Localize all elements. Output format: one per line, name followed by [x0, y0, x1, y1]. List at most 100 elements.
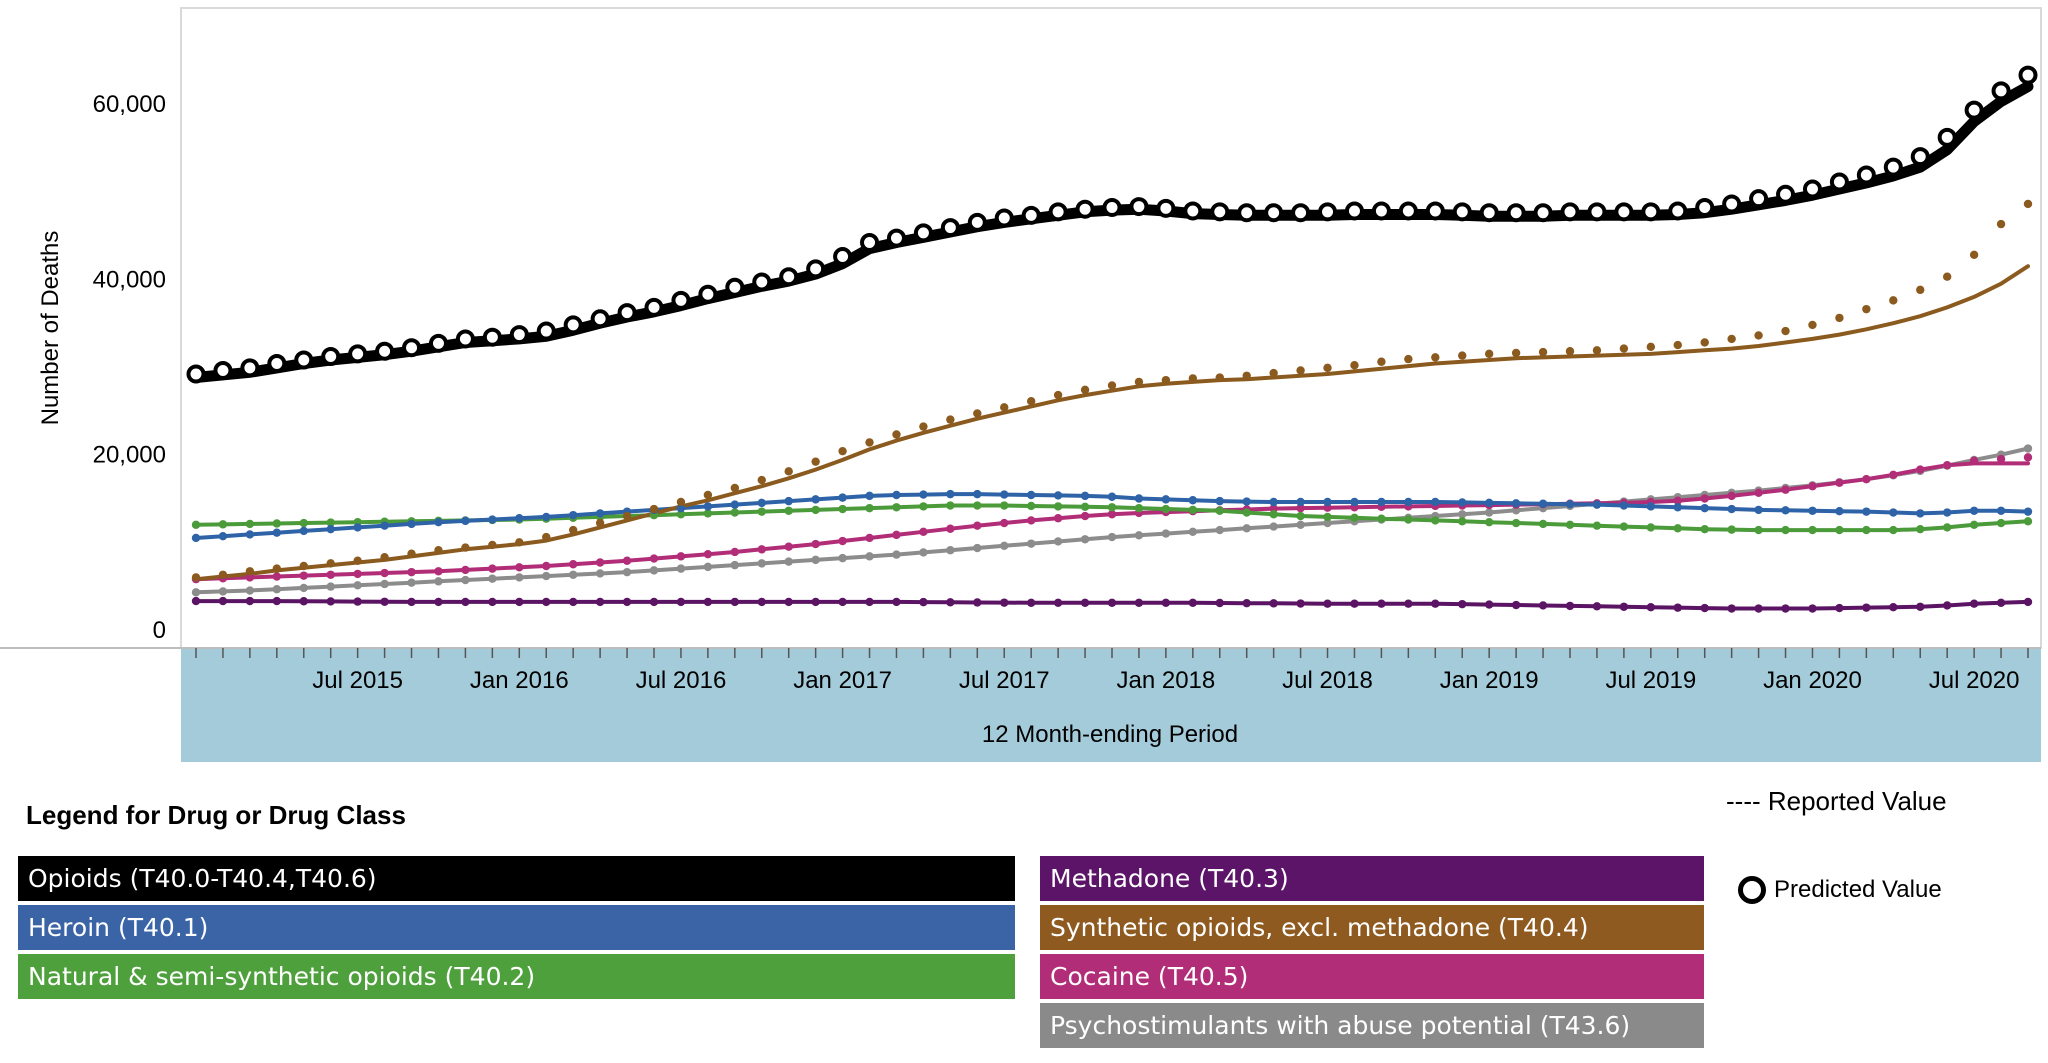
predicted-point-cocaine-t40-5 [1862, 475, 1871, 484]
x-tick-label: Jan 2016 [470, 667, 569, 694]
predicted-point-natural-semi-synthetic-opioids-t40-2 [1700, 524, 1709, 534]
predicted-point-opioids-t40-0-t40-4-t40-6 [1156, 198, 1176, 218]
predicted-point-methadone-t40-3 [838, 597, 847, 607]
predicted-point-psychostimulants-with-abuse-potential-t43-6 [1296, 520, 1305, 529]
predicted-point-heroin-t40-1 [919, 490, 928, 499]
predicted-point-heroin-t40-1 [838, 493, 847, 502]
legend-title: Legend for Drug or Drug Class [26, 800, 406, 830]
predicted-point-synthetic-opioids-excl-methadone-t40-4 [1646, 342, 1656, 352]
predicted-point-synthetic-opioids-excl-methadone-t40-4 [407, 549, 416, 558]
predicted-point-opioids-t40-0-t40-4-t40-6 [1398, 201, 1418, 221]
predicted-point-synthetic-opioids-excl-methadone-t40-4 [1916, 285, 1925, 295]
predicted-point-synthetic-opioids-excl-methadone-t40-4 [1296, 366, 1305, 375]
predicted-point-psychostimulants-with-abuse-potential-t43-6 [1026, 539, 1036, 548]
predicted-point-synthetic-opioids-excl-methadone-t40-4 [1000, 403, 1009, 412]
predicted-point-natural-semi-synthetic-opioids-t40-2 [1215, 506, 1224, 515]
predicted-point-psychostimulants-with-abuse-potential-t43-6 [1188, 527, 1198, 537]
predicted-point-psychostimulants-with-abuse-potential-t43-6 [568, 570, 578, 579]
predicted-point-methadone-t40-3 [407, 597, 416, 607]
predicted-point-methadone-t40-3 [784, 597, 793, 607]
predicted-point-cocaine-t40-5 [245, 573, 255, 582]
predicted-point-synthetic-opioids-excl-methadone-t40-4 [1996, 219, 2006, 229]
legend-item-methadone: Methadone (T40.3) [1040, 856, 1704, 901]
predicted-point-natural-semi-synthetic-opioids-t40-2 [1053, 502, 1063, 511]
predicted-point-opioids-t40-0-t40-4-t40-6 [940, 218, 960, 238]
predicted-point-psychostimulants-with-abuse-potential-t43-6 [245, 586, 255, 595]
predicted-point-psychostimulants-with-abuse-potential-t43-6 [1000, 541, 1009, 551]
predicted-point-heroin-t40-1 [1916, 509, 1925, 518]
predicted-point-natural-semi-synthetic-opioids-t40-2 [1350, 513, 1359, 522]
predicted-point-synthetic-opioids-excl-methadone-t40-4 [649, 504, 659, 514]
predicted-point-synthetic-opioids-excl-methadone-t40-4 [299, 561, 308, 571]
predicted-point-heroin-t40-1 [542, 512, 551, 522]
predicted-point-cocaine-t40-5 [2023, 453, 2033, 462]
predicted-point-methadone-t40-3 [380, 597, 389, 606]
predicted-point-opioids-t40-0-t40-4-t40-6 [1371, 201, 1391, 221]
predicted-point-methadone-t40-3 [353, 597, 362, 606]
predicted-point-opioids-t40-0-t40-4-t40-6 [563, 315, 583, 335]
predicted-point-heroin-t40-1 [1511, 499, 1521, 508]
predicted-point-synthetic-opioids-excl-methadone-t40-4 [542, 532, 551, 542]
predicted-point-psychostimulants-with-abuse-potential-t43-6 [703, 562, 713, 572]
predicted-point-psychostimulants-with-abuse-potential-t43-6 [407, 578, 416, 587]
predicted-point-opioids-t40-0-t40-4-t40-6 [994, 208, 1014, 228]
predicted-point-natural-semi-synthetic-opioids-t40-2 [703, 509, 713, 518]
predicted-point-heroin-t40-1 [946, 489, 955, 499]
predicted-point-natural-semi-synthetic-opioids-t40-2 [191, 520, 201, 529]
predicted-point-methadone-t40-3 [1835, 603, 1844, 613]
predicted-point-synthetic-opioids-excl-methadone-t40-4 [919, 422, 928, 431]
predicted-point-psychostimulants-with-abuse-potential-t43-6 [1242, 524, 1251, 533]
predicted-point-methadone-t40-3 [865, 597, 874, 607]
predicted-point-synthetic-opioids-excl-methadone-t40-4 [784, 467, 793, 476]
predicted-point-methadone-t40-3 [1996, 598, 2006, 608]
predicted-point-methadone-t40-3 [1350, 599, 1359, 608]
predicted-point-natural-semi-synthetic-opioids-t40-2 [1565, 520, 1575, 529]
predicted-point-psychostimulants-with-abuse-potential-t43-6 [865, 552, 874, 561]
predicted-point-methadone-t40-3 [1431, 599, 1440, 608]
predicted-point-methadone-t40-3 [299, 597, 308, 606]
predicted-point-natural-semi-synthetic-opioids-t40-2 [1242, 508, 1251, 517]
predicted-point-methadone-t40-3 [1538, 601, 1548, 610]
predicted-point-cocaine-t40-5 [299, 571, 308, 580]
predicted-point-methadone-t40-3 [676, 597, 686, 607]
predicted-point-heroin-t40-1 [1781, 506, 1790, 515]
predicted-point-synthetic-opioids-excl-methadone-t40-4 [622, 511, 632, 521]
predicted-point-natural-semi-synthetic-opioids-t40-2 [1646, 523, 1656, 532]
predicted-point-natural-semi-synthetic-opioids-t40-2 [1323, 512, 1332, 522]
predicted-point-psychostimulants-with-abuse-potential-t43-6 [542, 571, 551, 581]
predicted-point-heroin-t40-1 [1673, 503, 1682, 512]
predicted-point-heroin-t40-1 [1835, 507, 1844, 516]
predicted-point-heroin-t40-1 [892, 490, 901, 500]
predicted-point-natural-semi-synthetic-opioids-t40-2 [1134, 503, 1144, 513]
predicted-point-natural-semi-synthetic-opioids-t40-2 [1781, 525, 1790, 535]
predicted-point-heroin-t40-1 [973, 489, 982, 499]
predicted-point-natural-semi-synthetic-opioids-t40-2 [838, 504, 847, 514]
predicted-point-heroin-t40-1 [1538, 499, 1548, 508]
predicted-point-opioids-t40-0-t40-4-t40-6 [428, 333, 448, 353]
predicted-point-heroin-t40-1 [784, 496, 793, 506]
predicted-point-psychostimulants-with-abuse-potential-t43-6 [919, 548, 928, 557]
predicted-point-cocaine-t40-5 [946, 524, 955, 533]
predicted-point-cocaine-t40-5 [1080, 511, 1090, 521]
predicted-point-opioids-t40-0-t40-4-t40-6 [1964, 100, 1984, 120]
predicted-point-heroin-t40-1 [1592, 500, 1602, 509]
predicted-point-cocaine-t40-5 [434, 567, 443, 576]
predicted-point-synthetic-opioids-excl-methadone-t40-4 [1538, 347, 1548, 357]
predicted-point-cocaine-t40-5 [1000, 518, 1009, 528]
predicted-point-synthetic-opioids-excl-methadone-t40-4 [568, 525, 578, 535]
predicted-point-methadone-t40-3 [1269, 599, 1278, 608]
predicted-point-cocaine-t40-5 [622, 556, 632, 565]
predicted-point-cocaine-t40-5 [1996, 454, 2006, 464]
predicted-point-synthetic-opioids-excl-methadone-t40-4 [1377, 357, 1386, 366]
predicted-point-heroin-t40-1 [1431, 497, 1440, 507]
predicted-point-natural-semi-synthetic-opioids-t40-2 [1026, 501, 1036, 511]
predicted-point-cocaine-t40-5 [272, 572, 282, 581]
predicted-point-methadone-t40-3 [919, 597, 928, 607]
predicted-point-opioids-t40-0-t40-4-t40-6 [860, 233, 880, 253]
y-tick-label: 40,000 [93, 266, 166, 293]
predicted-point-synthetic-opioids-excl-methadone-t40-4 [1053, 390, 1063, 400]
predicted-point-synthetic-opioids-excl-methadone-t40-4 [1431, 353, 1440, 362]
y-tick-label: 60,000 [93, 91, 166, 118]
predicted-point-heroin-t40-1 [218, 531, 228, 541]
predicted-point-opioids-t40-0-t40-4-t40-6 [1937, 127, 1957, 147]
